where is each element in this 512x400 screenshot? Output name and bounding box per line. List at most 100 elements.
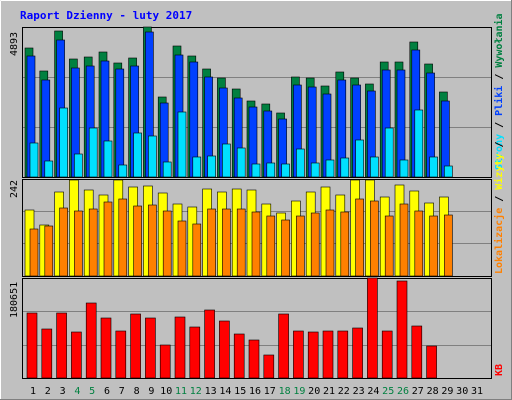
bar-kb-day-9	[145, 317, 156, 379]
tick-label-day-3: 3	[60, 386, 66, 397]
bar-strony-day-19	[296, 148, 305, 178]
bar-lokalizacje-day-17	[266, 215, 276, 277]
bar-strony-day-14	[222, 143, 231, 178]
bar-lokalizacje-day-9	[148, 204, 157, 277]
bar-kb-day-7	[115, 330, 127, 379]
bar-strony-day-1	[29, 142, 39, 178]
bar-kb-day-20	[307, 331, 319, 379]
tick-label-day-30: 30	[456, 386, 468, 397]
legend-strony: Strony	[494, 134, 505, 170]
tick-label-day-4: 4	[74, 386, 80, 397]
bar-lokalizacje-day-10	[162, 210, 172, 277]
tick-label-day-12: 12	[190, 386, 202, 397]
bar-kb-day-18	[278, 313, 289, 379]
tick-label-day-9: 9	[148, 386, 154, 397]
bar-kb-day-17	[263, 354, 275, 379]
bar-strony-day-25	[384, 127, 394, 178]
bar-strony-day-8	[133, 132, 142, 178]
side-legend-top: Strony / Pliki / Wywołania	[493, 13, 505, 170]
bar-lokalizacje-day-29	[444, 214, 453, 277]
tick-label-day-2: 2	[45, 386, 51, 397]
bar-lokalizacje-day-22	[340, 211, 350, 277]
panel-middle-border	[22, 179, 492, 277]
bar-lokalizacje-day-21	[325, 209, 335, 277]
bar-kb-day-5	[85, 302, 97, 379]
bar-strony-day-4	[74, 153, 83, 178]
tick-label-day-31: 31	[471, 386, 483, 397]
bar-kb-day-8	[130, 313, 141, 379]
panel-max-label-kb: 180651	[9, 282, 20, 318]
bar-strony-day-22	[340, 157, 350, 178]
legend-sep-4: /	[494, 142, 505, 154]
bar-kb-day-25	[381, 330, 393, 379]
bar-lokalizacje-day-2	[44, 225, 54, 277]
bar-kb-day-26	[396, 280, 408, 379]
bar-strony-day-20	[310, 162, 320, 178]
tick-label-day-6: 6	[104, 386, 110, 397]
tick-label-day-14: 14	[219, 386, 231, 397]
tick-label-day-24: 24	[367, 386, 379, 397]
tick-label-day-1: 1	[30, 386, 36, 397]
tick-label-day-19: 19	[293, 386, 305, 397]
bar-strony-day-27	[414, 109, 424, 178]
bar-lokalizacje-day-28	[429, 215, 438, 277]
bar-lokalizacje-day-13	[207, 208, 216, 277]
tick-label-day-20: 20	[308, 386, 320, 397]
side-legend-middle: Lokalizacje / Wizyty /	[493, 142, 505, 274]
bar-lokalizacje-day-7	[118, 198, 128, 277]
tick-label-day-27: 27	[412, 386, 424, 397]
bar-kb-day-1	[26, 312, 38, 379]
bar-lokalizacje-day-4	[74, 210, 83, 277]
bar-strony-day-10	[162, 161, 172, 178]
bar-kb-day-22	[337, 330, 349, 379]
bar-lokalizacje-day-24	[370, 200, 379, 277]
legend-wizyty: Wizyty	[493, 154, 505, 190]
bar-lokalizacje-day-12	[192, 223, 202, 277]
bar-lokalizacje-day-15	[236, 208, 246, 277]
day-labels: 1 2 3 4 5 6 7 8 9 10 11 12 13 14 15 16 17 18 19 20 21 22 23 24 2…	[30, 386, 483, 397]
bar-kb-day-12	[189, 326, 201, 379]
bar-pliki-day-29	[441, 100, 450, 178]
tick-label-day-8: 8	[134, 386, 140, 397]
bar-lokalizacje-day-25	[384, 215, 394, 277]
bar-lokalizacje-day-18	[281, 219, 290, 277]
bar-lokalizacje-day-23	[355, 198, 364, 277]
bar-kb-day-21	[322, 330, 334, 379]
bar-lokalizacje-day-16	[251, 211, 261, 277]
tick-label-day-15: 15	[234, 386, 246, 397]
bar-kb-day-24	[367, 277, 378, 379]
bar-kb-day-13	[204, 309, 215, 379]
panel-max-label-sites: 242	[9, 180, 20, 198]
bar-strony-day-9	[148, 135, 157, 178]
panel-max-label-hits: 4893	[9, 32, 20, 56]
bar-kb-day-6	[100, 317, 112, 379]
legend-wywolania: Wywołania	[493, 13, 505, 67]
tick-label-day-16: 16	[249, 386, 261, 397]
bar-strony-day-7	[118, 164, 128, 178]
bar-strony-day-16	[251, 163, 261, 178]
tick-label-day-28: 28	[427, 386, 439, 397]
bar-lokalizacje-day-1	[29, 228, 39, 277]
legend-kb: KB	[494, 364, 505, 376]
tick-label-day-11: 11	[175, 386, 187, 397]
tick-label-day-21: 21	[323, 386, 335, 397]
bar-strony-day-11	[177, 111, 187, 178]
bar-strony-day-18	[281, 163, 290, 178]
bar-kb-day-23	[352, 327, 363, 379]
tick-label-day-13: 13	[205, 386, 217, 397]
tick-label-day-29: 29	[441, 386, 453, 397]
bar-strony-day-28	[429, 156, 438, 178]
bar-strony-day-17	[266, 162, 276, 178]
bar-lokalizacje-day-20	[310, 212, 320, 277]
bar-kb-day-10	[159, 344, 171, 379]
bar-lokalizacje-day-11	[177, 220, 187, 277]
bar-kb-day-28	[426, 345, 437, 379]
bar-kb-day-4	[71, 331, 82, 379]
panel-top-border	[22, 27, 492, 178]
bar-kb-day-15	[233, 333, 245, 379]
legend-sep-1: /	[494, 116, 505, 134]
bar-strony-day-12	[192, 156, 202, 178]
tick-label-day-7: 7	[119, 386, 125, 397]
tick-label-day-5: 5	[89, 386, 95, 397]
bar-kb-day-14	[219, 320, 230, 379]
